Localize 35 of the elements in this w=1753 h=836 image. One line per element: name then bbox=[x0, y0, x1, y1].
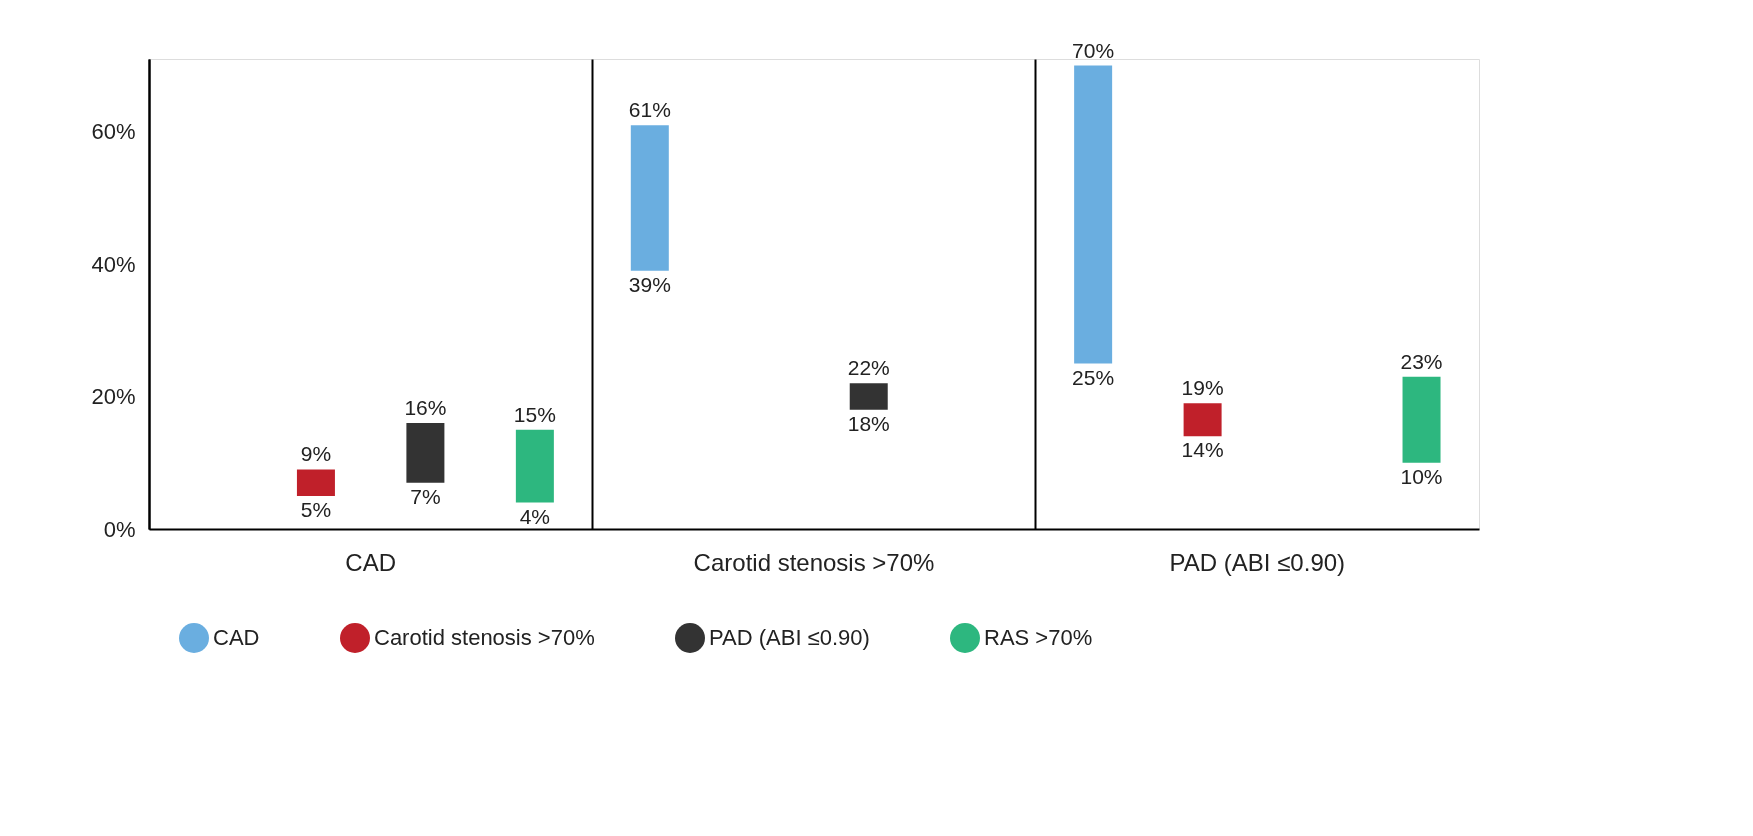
text: 14% bbox=[1181, 438, 1224, 462]
bar bbox=[296, 469, 335, 496]
bar bbox=[1074, 65, 1113, 364]
text: 39% bbox=[628, 272, 671, 296]
text: 70% bbox=[1072, 38, 1115, 62]
legend-label: Carotid stenosis >70% bbox=[374, 625, 595, 650]
bar bbox=[1402, 376, 1441, 463]
text: 25% bbox=[1072, 365, 1115, 389]
y-tick-label: 40% bbox=[91, 251, 136, 277]
text: 10% bbox=[1400, 464, 1443, 488]
text: 22% bbox=[847, 356, 890, 380]
bar bbox=[849, 383, 888, 410]
text: 15% bbox=[513, 402, 556, 426]
text: 19% bbox=[1181, 376, 1224, 400]
x-tick-label: Carotid stenosis >70% bbox=[693, 548, 935, 576]
y-tick-label: 20% bbox=[91, 384, 136, 410]
bar bbox=[515, 429, 554, 503]
bar bbox=[630, 125, 669, 271]
x-tick-label: CAD bbox=[345, 548, 396, 576]
bar bbox=[1183, 403, 1222, 437]
y-tick-label: 0% bbox=[103, 516, 136, 542]
text: 4% bbox=[519, 504, 551, 528]
bar bbox=[406, 423, 445, 483]
x-tick-label: PAD (ABI ≤0.90) bbox=[1169, 548, 1346, 576]
y-tick-label: 60% bbox=[91, 119, 136, 145]
text: 9% bbox=[300, 442, 332, 466]
text: 16% bbox=[404, 396, 447, 420]
text: 7% bbox=[410, 484, 441, 508]
text: 18% bbox=[847, 411, 890, 435]
text: 5% bbox=[300, 497, 332, 521]
text: 23% bbox=[1400, 349, 1443, 373]
legend-label: CAD bbox=[213, 625, 260, 650]
text: 61% bbox=[628, 98, 671, 122]
legend-label: PAD (ABI ≤0.90) bbox=[709, 625, 870, 650]
legend-label: RAS >70% bbox=[984, 625, 1093, 650]
